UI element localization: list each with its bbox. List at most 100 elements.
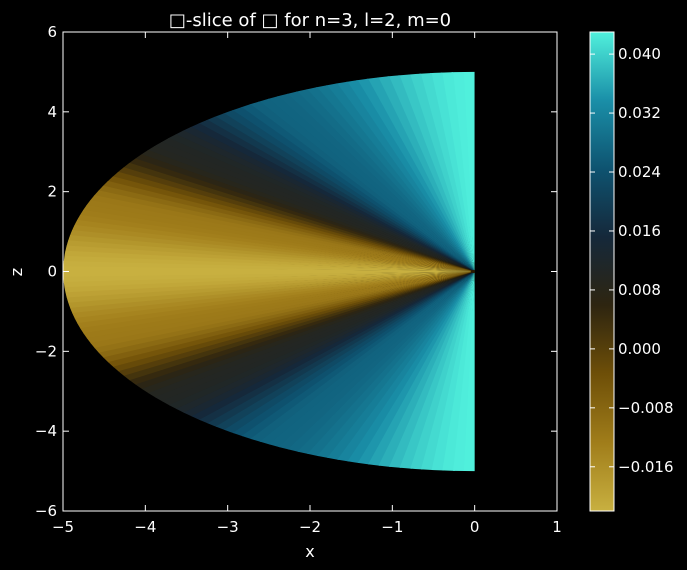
- heatmap-wedge: [76, 271, 475, 451]
- y-tick-label: −4: [35, 422, 57, 440]
- colorbar-tick-label: 0.000: [618, 340, 661, 358]
- heatmap-wedge: [158, 71, 475, 272]
- heatmap-wedge: [106, 271, 475, 465]
- colorbar: −0.016 −0.008 0.000 0.008 0.016 0.024 0.032 0.0…: [589, 31, 674, 512]
- heatmap-wedge: [377, 271, 475, 472]
- heatmap-wedge: [336, 271, 475, 472]
- heatmap-wedge: [63, 271, 475, 408]
- heatmap-wedge: [349, 271, 475, 472]
- colorbar-tick-label: 0.040: [618, 45, 661, 63]
- heatmap-wedge: [229, 71, 475, 272]
- heatmap-wedge: [148, 271, 475, 472]
- heatmap-wedge: [183, 271, 475, 472]
- colorbar-tick-label: 0.008: [618, 281, 661, 299]
- heatmap-wedge: [63, 135, 475, 272]
- heatmap-wedge: [255, 71, 475, 272]
- heatmap-wedge: [85, 88, 475, 272]
- heatmap-wedge: [127, 271, 475, 472]
- colorbar-bar: [589, 31, 615, 512]
- heatmap-wedge: [460, 271, 475, 472]
- heatmap-wedge: [63, 165, 475, 272]
- chart-title: □-slice of □ for n=3, l=2, m=0: [169, 10, 451, 31]
- heatmap-wedge: [256, 271, 475, 472]
- heatmap-wedge: [63, 113, 475, 272]
- heatmap-wedge: [63, 271, 475, 441]
- colorbar-tick-label: 0.032: [618, 104, 661, 122]
- heatmap-wedge: [193, 71, 475, 272]
- heatmap-wedge: [63, 271, 475, 425]
- heatmap-wedge: [63, 244, 475, 272]
- heatmap-wedge: [63, 271, 475, 385]
- heatmap-wedge: [63, 184, 475, 272]
- colorbar-tick-label: −0.016: [618, 458, 674, 476]
- heatmap-wedge: [63, 197, 475, 272]
- y-tick-label: −2: [35, 342, 57, 360]
- heatmap-wedge: [104, 78, 475, 272]
- y-tick-label: 6: [47, 23, 57, 41]
- colorbar-ticks: −0.016 −0.008 0.000 0.008 0.016 0.024 0.032 0.0…: [590, 45, 674, 476]
- heatmap-wedge: [63, 118, 475, 272]
- heatmap-wedge: [217, 71, 475, 272]
- heatmap-wedge: [147, 71, 475, 272]
- colorbar-tick-label: −0.008: [618, 399, 674, 417]
- x-tick-label: −2: [299, 518, 321, 536]
- y-tick-label: 4: [47, 103, 57, 121]
- heatmap-wedge: [63, 271, 475, 436]
- heatmap-wedge: [66, 97, 475, 272]
- heatmap-wedge: [63, 251, 475, 272]
- heatmap-wedge: [63, 204, 475, 272]
- heatmap-wedge: [63, 153, 475, 272]
- heatmap-wedge: [267, 71, 475, 272]
- heatmap-wedge: [207, 271, 475, 472]
- heatmap-wedge: [63, 124, 475, 272]
- x-tick-label: 0: [470, 518, 480, 536]
- y-axis-label: z: [7, 268, 26, 276]
- heatmap-wedge: [63, 147, 475, 272]
- heatmap-wedge: [63, 230, 475, 272]
- heatmap-wedge: [296, 271, 475, 472]
- colorbar-tick-label: 0.016: [618, 222, 661, 240]
- heatmap-wedge: [63, 178, 475, 272]
- x-tick-label: −5: [52, 518, 74, 536]
- heatmap-wedge: [63, 271, 475, 420]
- x-axis-ticks: −5 −4 −3 −2 −1 0 1: [52, 32, 562, 536]
- heatmap-wedge: [63, 257, 475, 272]
- heatmap-wedge: [309, 271, 475, 472]
- heatmap-wedge: [418, 271, 475, 472]
- heatmap-wedge: [94, 83, 475, 272]
- y-tick-label: 0: [47, 263, 57, 281]
- heatmap-wedge: [63, 271, 475, 414]
- heatmap-wedge: [219, 271, 475, 472]
- heatmap-wedge: [63, 210, 475, 272]
- heatmap-wedge: [125, 71, 475, 272]
- heatmap-wedge: [181, 71, 475, 272]
- heatmap-wedge: [171, 271, 475, 472]
- colorbar-tick-label: 0.024: [618, 163, 661, 181]
- x-tick-label: −3: [217, 518, 239, 536]
- heatmap-wedge: [195, 271, 475, 472]
- heatmap-wedge: [63, 271, 475, 378]
- heatmap-wedge: [169, 71, 475, 272]
- heatmap-wedge: [136, 71, 475, 272]
- heatmap-wedge: [63, 271, 475, 397]
- heatmap-wedge: [404, 271, 475, 472]
- heatmap-wedge: [242, 71, 475, 272]
- heatmap-wedge: [363, 271, 475, 472]
- heatmap-wedge: [63, 172, 475, 272]
- heatmap-wedge: [63, 141, 475, 272]
- heatmap-wedge: [63, 237, 475, 272]
- heatmap-wedge: [63, 271, 475, 372]
- heatmap-wedge: [205, 71, 475, 272]
- heatmap-wedge: [96, 271, 475, 461]
- heatmap-wedge: [63, 159, 475, 272]
- heatmap-wedge: [63, 217, 475, 272]
- heatmap-wedge: [86, 271, 475, 456]
- heatmap-wedge: [160, 271, 475, 472]
- heatmap-wedge: [116, 271, 475, 470]
- heatmap-wedge: [446, 271, 475, 472]
- heatmap-wedge: [115, 74, 475, 272]
- heatmap-wedge: [63, 130, 475, 272]
- heatmap-wedge: [63, 191, 475, 272]
- heatmap-wedge: [63, 264, 475, 273]
